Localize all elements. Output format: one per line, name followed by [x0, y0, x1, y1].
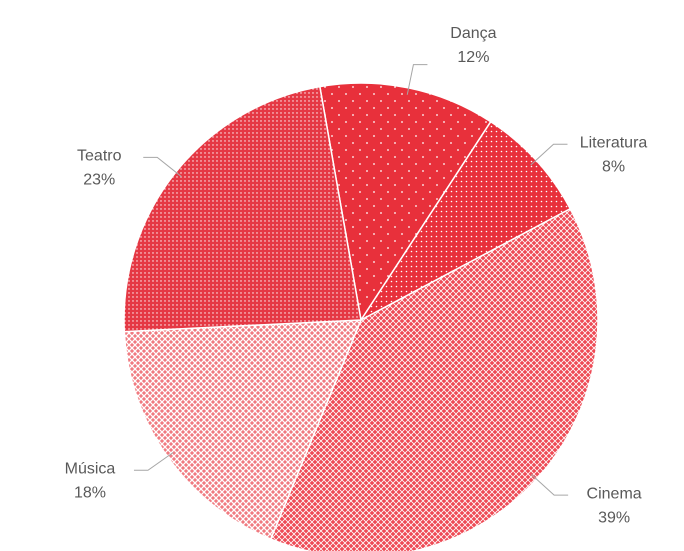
slice-label: Literatura — [580, 134, 648, 151]
slice-value-label: 18% — [74, 484, 106, 501]
leader-line — [143, 156, 182, 177]
leader-line — [133, 452, 174, 471]
leader-line — [530, 474, 569, 496]
leader-line — [406, 64, 428, 95]
slice-label: Dança — [450, 25, 496, 42]
slice-label: Música — [65, 460, 116, 477]
slice-value-label: 23% — [83, 172, 115, 189]
slice-value-label: 39% — [598, 509, 630, 526]
slice-label: Teatro — [77, 148, 122, 165]
slice-value-label: 8% — [602, 158, 625, 175]
pie-slice — [123, 85, 362, 333]
slice-value-label: 12% — [457, 49, 489, 66]
slice-label: Cinema — [587, 485, 642, 502]
leader-line — [530, 143, 568, 166]
